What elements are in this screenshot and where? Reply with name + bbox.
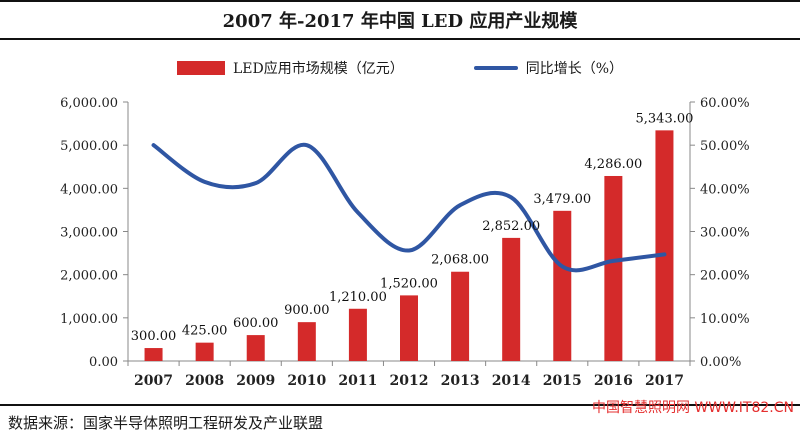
- y-right-tick-label: 50.00%: [700, 139, 750, 154]
- y-left-tick-label: 4,000.00: [60, 182, 118, 197]
- y-right-tick-label: 30.00%: [700, 226, 750, 241]
- x-tick-label: 2017: [645, 373, 684, 389]
- bar: [553, 210, 572, 361]
- legend-item-bar: LED应用市场规模（亿元）: [176, 58, 404, 78]
- watermark-text: 中国智慧照明网 WWW.IT82.CN: [591, 400, 794, 416]
- bar: [144, 348, 163, 361]
- bar: [502, 237, 521, 361]
- x-tick-label: 2009: [236, 373, 275, 389]
- bar: [246, 335, 265, 361]
- x-tick-label: 2008: [185, 373, 224, 389]
- bar: [195, 342, 214, 361]
- y-right-tick-label: 60.00%: [700, 96, 750, 111]
- chart-legend: LED应用市场规模（亿元） 同比增长（%）: [0, 56, 800, 80]
- legend-item-line: 同比增长（%）: [473, 58, 624, 78]
- source-note: 数据来源：国家半导体照明工程研发及产业联盟: [8, 414, 324, 432]
- y-left-tick-label: 6,000.00: [60, 96, 118, 111]
- x-tick-label: 2016: [594, 373, 633, 389]
- combo-chart: 0.00 1,000.00 2,000.00 3,000.00 4,000.00 5,00…: [60, 96, 750, 389]
- y-right-tick-label: 40.00%: [700, 182, 750, 197]
- bar-value-label: 1,210.00: [329, 290, 387, 305]
- bar-value-label: 600.00: [233, 316, 279, 331]
- y-left-tick-label: 1,000.00: [60, 312, 118, 327]
- bar-value-label: 900.00: [284, 303, 330, 318]
- y-right-tick-label: 0.00%: [700, 355, 741, 370]
- bar: [400, 295, 418, 361]
- bar-value-label: 2,068.00: [431, 253, 489, 268]
- bar-value-label: 1,520.00: [380, 276, 438, 291]
- y-left-tick-label: 2,000.00: [60, 269, 118, 284]
- chart-title: 2007 年-2017 年中国 LED 应用产业规模: [222, 11, 578, 32]
- y-right-tick-label: 20.00%: [700, 269, 750, 284]
- y-left-tick-label: 0.00: [89, 355, 118, 370]
- legend-label-bar: LED应用市场规模（亿元）: [232, 61, 404, 77]
- y-right-tick-label: 10.00%: [700, 312, 750, 327]
- x-tick-label: 2015: [543, 373, 582, 389]
- bar: [451, 271, 470, 361]
- bar-value-label: 425.00: [182, 324, 228, 339]
- x-tick-label: 2014: [492, 373, 531, 389]
- growth-line: [151, 142, 667, 273]
- bar-value-label: 2,852.00: [482, 219, 540, 234]
- bar: [297, 322, 316, 361]
- legend-swatch-bar: [176, 61, 225, 75]
- bottom-divider: [0, 404, 800, 406]
- bar-value-label: 4,286.00: [584, 157, 642, 172]
- legend-swatch-line: [473, 66, 518, 70]
- bar-value-label: 3,479.00: [533, 192, 591, 207]
- bar-value-label: 300.00: [131, 329, 177, 344]
- x-tick-label: 2012: [390, 373, 429, 389]
- x-tick-label: 2007: [134, 373, 173, 389]
- legend-label-line: 同比增长（%）: [525, 61, 624, 77]
- x-tick-label: 2010: [287, 373, 326, 389]
- x-tick-label: 2011: [338, 373, 377, 389]
- bar: [348, 308, 367, 361]
- y-left-tick-label: 5,000.00: [60, 139, 118, 154]
- bar-value-label: 5,343.00: [636, 111, 694, 126]
- bar: [655, 130, 674, 361]
- y-left-tick-label: 3,000.00: [60, 226, 118, 241]
- chart-title-bar: 2007 年-2017 年中国 LED 应用产业规模: [0, 0, 800, 40]
- bar: [604, 175, 623, 361]
- x-tick-label: 2013: [441, 373, 480, 389]
